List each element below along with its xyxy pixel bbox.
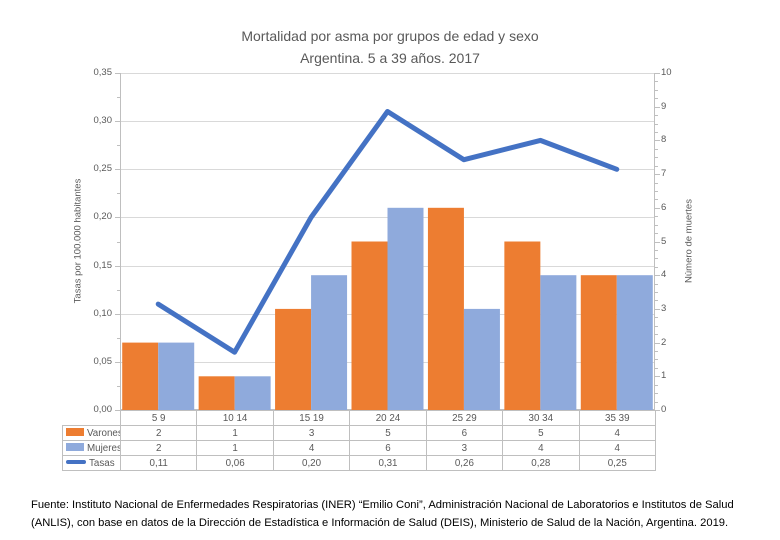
value-cell: 3 (425, 440, 504, 456)
category-label: 30 34 (502, 410, 580, 426)
value-cell: 0,20 (272, 455, 351, 471)
tasas-swatch (66, 459, 86, 465)
value-cell: 0,06 (196, 455, 274, 471)
left-tick-label: 0,30 (93, 115, 113, 127)
series-name: Mujeres (87, 442, 121, 454)
category-label: 20 24 (349, 410, 427, 426)
source-note: Fuente: Instituto Nacional de Enfermedad… (31, 499, 734, 529)
series-row: Mujeres 2 1 4 6 3 4 4 (62, 440, 657, 456)
value-cell: 4 (578, 440, 657, 456)
category-label: 10 14 (196, 410, 274, 426)
mujeres-bar (158, 342, 195, 410)
series-row: Tasas 0,11 0,06 0,20 0,31 0,26 0,28 0,25 (62, 455, 657, 471)
plot-area (115, 73, 660, 411)
value-cell: 0,11 (119, 455, 198, 471)
value-cell: 5 (349, 425, 427, 441)
value-cell: 4 (502, 440, 580, 456)
legend-key-varones: Varones (62, 425, 121, 441)
mujeres-bar (540, 275, 577, 410)
varones-bar (580, 275, 617, 410)
left-axis-title: Tasas por 100.000 habitantes (72, 178, 84, 304)
series-row: Varones 2 1 3 5 6 5 4 (62, 425, 657, 441)
mujeres-bar (616, 275, 653, 410)
chart-title-line1: Mortalidad por asma por grupos de edad y… (241, 28, 539, 44)
varones-bar (122, 342, 159, 410)
left-tick-label: 0,05 (93, 355, 113, 367)
left-tick-label: 0,25 (93, 163, 113, 175)
category-label: 5 9 (119, 410, 198, 426)
value-cell: 0,26 (425, 455, 504, 471)
value-cell: 4 (578, 425, 657, 441)
series-name: Tasas (89, 457, 115, 469)
value-cell: 0,25 (578, 455, 657, 471)
value-cell: 0,28 (502, 455, 580, 471)
mujeres-swatch (66, 442, 84, 451)
varones-bar (351, 241, 388, 410)
left-tick-label: 0,20 (93, 211, 113, 223)
left-tick-label: 0,35 (93, 67, 113, 78)
tasas-line (155, 109, 620, 355)
category-label: 25 29 (425, 410, 504, 426)
value-cell: 6 (349, 440, 427, 456)
legend-key-tasas: Tasas (62, 455, 121, 471)
mujeres-bar (463, 308, 500, 410)
value-cell: 1 (196, 440, 274, 456)
right-axis-title: Número de muertes (683, 199, 695, 283)
value-cell: 3 (272, 425, 351, 441)
mujeres-bar (234, 376, 271, 410)
series-name: Varones (87, 427, 121, 439)
value-cell: 2 (119, 440, 198, 456)
mujeres-bar (311, 275, 348, 410)
varones-bar (275, 308, 312, 410)
left-tick-label: 0,10 (93, 307, 113, 319)
empty-corner-cell (63, 411, 121, 426)
category-row: 5 9 10 14 15 19 20 24 25 29 30 34 35 39 (63, 410, 657, 426)
category-label: 35 39 (578, 410, 657, 426)
value-cell: 6 (425, 425, 504, 441)
varones-bar (427, 207, 464, 410)
value-cell: 5 (502, 425, 580, 441)
left-tick-label: 0,15 (93, 259, 113, 271)
varones-bar (198, 376, 235, 410)
value-cell: 1 (196, 425, 274, 441)
varones-swatch (66, 427, 84, 436)
data-table-legend: 5 9 10 14 15 19 20 24 25 29 30 34 35 39 Varones… (62, 410, 657, 471)
legend-key-mujeres: Mujeres (62, 440, 121, 456)
value-cell: 0,31 (349, 455, 427, 471)
varones-bar (504, 241, 541, 410)
category-label: 15 19 (272, 410, 351, 426)
value-cell: 2 (119, 425, 198, 441)
value-cell: 4 (272, 440, 351, 456)
mujeres-bar (387, 207, 424, 410)
chart-title-line2: Argentina. 5 a 39 años. 2017 (300, 50, 480, 66)
